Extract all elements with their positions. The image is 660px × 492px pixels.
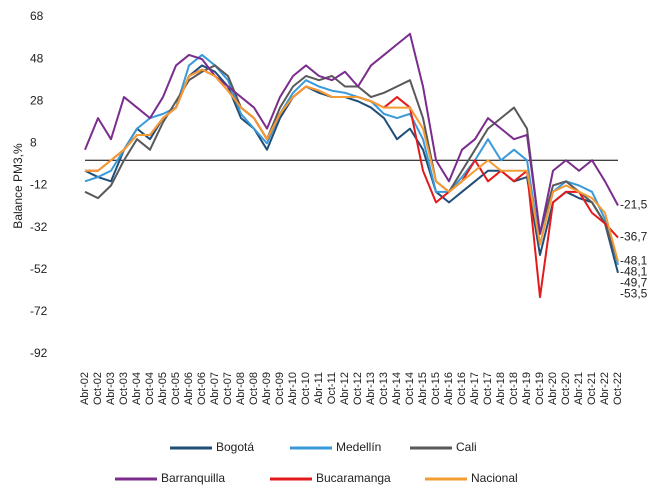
value-label: -48,1 xyxy=(620,254,648,268)
x-tick-label: Abr-06 xyxy=(183,372,195,405)
x-tick-label: Oct-10 xyxy=(300,372,312,405)
legend-label: Bogotá xyxy=(216,440,254,454)
y-axis-label: Balance PM3,% xyxy=(11,143,25,229)
value-label: -36,7 xyxy=(620,230,648,244)
x-tick-label: Abr-18 xyxy=(495,372,507,405)
value-label: -21,5 xyxy=(620,198,648,212)
x-tick-label: Oct-05 xyxy=(170,372,182,405)
series-line xyxy=(85,68,619,262)
legend-label: Barranquilla xyxy=(161,471,225,485)
x-tick-label: Oct-21 xyxy=(586,372,598,405)
x-tick-label: Abr-02 xyxy=(79,372,91,405)
x-tick-label: Abr-05 xyxy=(157,372,169,405)
y-tick-label: -92 xyxy=(30,346,48,360)
x-tick-label: Oct-22 xyxy=(612,372,624,405)
x-tick-label: Abr-15 xyxy=(417,372,429,405)
x-tick-label: Abr-20 xyxy=(547,372,559,405)
x-tick-label: Oct-09 xyxy=(274,372,286,405)
x-tick-label: Oct-17 xyxy=(482,372,494,405)
x-tick-label: Abr-11 xyxy=(313,372,325,404)
x-tick-label: Abr-13 xyxy=(365,372,377,405)
x-tick-label: Oct-07 xyxy=(222,372,234,405)
x-tick-label: Oct-11 xyxy=(326,372,338,404)
value-label: -48,1 xyxy=(620,265,648,279)
series-line xyxy=(85,68,619,299)
series-line xyxy=(84,32,619,235)
legend-label: Bucaramanga xyxy=(316,471,391,485)
x-tick-label: Oct-18 xyxy=(508,372,520,405)
x-tick-label: Abr-09 xyxy=(261,372,273,405)
x-tick-label: Abr-22 xyxy=(599,372,611,405)
x-tick-label: Oct-20 xyxy=(560,372,572,405)
x-tick-label: Oct-16 xyxy=(456,372,468,405)
y-tick-label: -72 xyxy=(30,304,48,318)
x-tick-label: Oct-02 xyxy=(92,372,104,405)
y-tick-label: 68 xyxy=(30,9,44,23)
x-tick-label: Abr-07 xyxy=(209,372,221,405)
x-tick-label: Oct-04 xyxy=(144,372,156,405)
x-tick-label: Abr-16 xyxy=(443,372,455,405)
y-tick-label: -12 xyxy=(30,178,48,192)
x-tick-label: Abr-14 xyxy=(391,372,403,405)
x-tick-label: Abr-19 xyxy=(521,372,533,405)
x-tick-label: Oct-03 xyxy=(118,372,130,405)
legend-label: Nacional xyxy=(471,471,518,485)
legend-label: Medellín xyxy=(336,440,381,454)
x-tick-label: Abr-10 xyxy=(287,372,299,405)
x-tick-label: Abr-04 xyxy=(131,372,143,405)
y-tick-label: 48 xyxy=(30,51,44,65)
legend-label: Cali xyxy=(456,440,477,454)
x-tick-label: Oct-08 xyxy=(248,372,260,405)
y-tick-label: 8 xyxy=(30,136,37,150)
x-tick-label: Oct-12 xyxy=(352,372,364,405)
x-tick-label: Oct-19 xyxy=(534,372,546,405)
x-tick-label: Oct-14 xyxy=(404,372,416,405)
x-tick-label: Oct-13 xyxy=(378,372,390,405)
x-tick-label: Abr-21 xyxy=(573,372,585,405)
x-tick-label: Oct-06 xyxy=(196,372,208,405)
y-tick-label: 28 xyxy=(30,93,44,107)
x-tick-label: Abr-17 xyxy=(469,372,481,405)
y-tick-label: -32 xyxy=(30,220,48,234)
value-label: -53,5 xyxy=(620,287,648,301)
x-tick-label: Abr-08 xyxy=(235,372,247,405)
x-tick-label: Abr-03 xyxy=(105,372,117,405)
x-tick-label: Abr-12 xyxy=(339,372,351,405)
value-label: -49,7 xyxy=(620,276,648,290)
y-tick-label: -52 xyxy=(30,262,48,276)
x-tick-label: Oct-15 xyxy=(430,372,442,405)
